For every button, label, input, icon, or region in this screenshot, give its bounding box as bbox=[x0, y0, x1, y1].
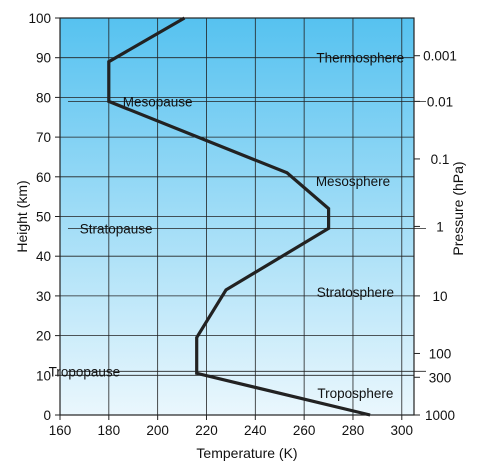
y-tick-label: 70 bbox=[36, 130, 51, 145]
layer-boundary-lines: Tropopause Stratopause Mesopause bbox=[49, 94, 426, 379]
region-label-troposphere: Troposphere bbox=[317, 386, 393, 401]
pressure-tick-label: 0.001 bbox=[423, 49, 457, 64]
y-tick-label: 10 bbox=[36, 368, 51, 383]
pressure-axis-title: Pressure (hPa) bbox=[450, 161, 466, 255]
x-tick-label: 220 bbox=[195, 423, 218, 438]
region-label-mesosphere: Mesosphere bbox=[316, 174, 390, 189]
pressure-tick-label: 300 bbox=[429, 370, 452, 385]
y-tick-label: 80 bbox=[36, 90, 51, 105]
pressure-tick-label: 10 bbox=[432, 289, 447, 304]
x-axis-title: Temperature (K) bbox=[196, 445, 297, 461]
y-axis-title: Height (km) bbox=[14, 180, 30, 252]
y-tick-label: 90 bbox=[36, 51, 51, 66]
y-tick-label: 60 bbox=[36, 170, 51, 185]
x-tick-label: 300 bbox=[391, 423, 414, 438]
x-tick-label: 200 bbox=[146, 423, 169, 438]
layer-label-stratopause: Stratopause bbox=[80, 221, 153, 236]
layer-label-mesopause: Mesopause bbox=[123, 94, 193, 109]
temperature-profile-line bbox=[107, 16, 371, 417]
y-tick-label: 20 bbox=[36, 329, 51, 344]
grid-lines bbox=[60, 18, 414, 415]
pressure-tick-label: 1 bbox=[436, 219, 444, 234]
y-tick-label: 40 bbox=[36, 249, 51, 264]
pressure-axis-ticks: 0.001 0.01 0.1 1 10 100 300 1000 bbox=[414, 49, 457, 423]
x-tick-label: 240 bbox=[244, 423, 267, 438]
y-tick-label: 30 bbox=[36, 289, 51, 304]
x-tick-label: 260 bbox=[293, 423, 316, 438]
y-tick-label: 0 bbox=[43, 408, 51, 423]
x-tick-label: 160 bbox=[49, 423, 72, 438]
pressure-tick-label: 1000 bbox=[425, 408, 455, 423]
pressure-tick-label: 0.01 bbox=[427, 94, 453, 109]
pressure-tick-label: 100 bbox=[429, 346, 452, 361]
x-axis-ticks: 160 180 200 220 240 260 280 300 bbox=[49, 415, 413, 438]
pressure-tick-label: 0.1 bbox=[431, 152, 450, 167]
region-labels: Thermosphere Mesosphere Stratosphere Tropos… bbox=[316, 51, 404, 401]
y-tick-label: 100 bbox=[28, 11, 51, 26]
x-tick-label: 180 bbox=[98, 423, 121, 438]
region-label-stratosphere: Stratosphere bbox=[317, 285, 394, 300]
layer-label-tropopause: Tropopause bbox=[49, 364, 121, 379]
y-tick-label: 50 bbox=[36, 210, 51, 225]
region-label-thermosphere: Thermosphere bbox=[316, 51, 404, 66]
y-axis-ticks: 0 10 20 30 40 50 60 70 80 90 100 bbox=[28, 11, 60, 423]
x-tick-label: 280 bbox=[342, 423, 365, 438]
